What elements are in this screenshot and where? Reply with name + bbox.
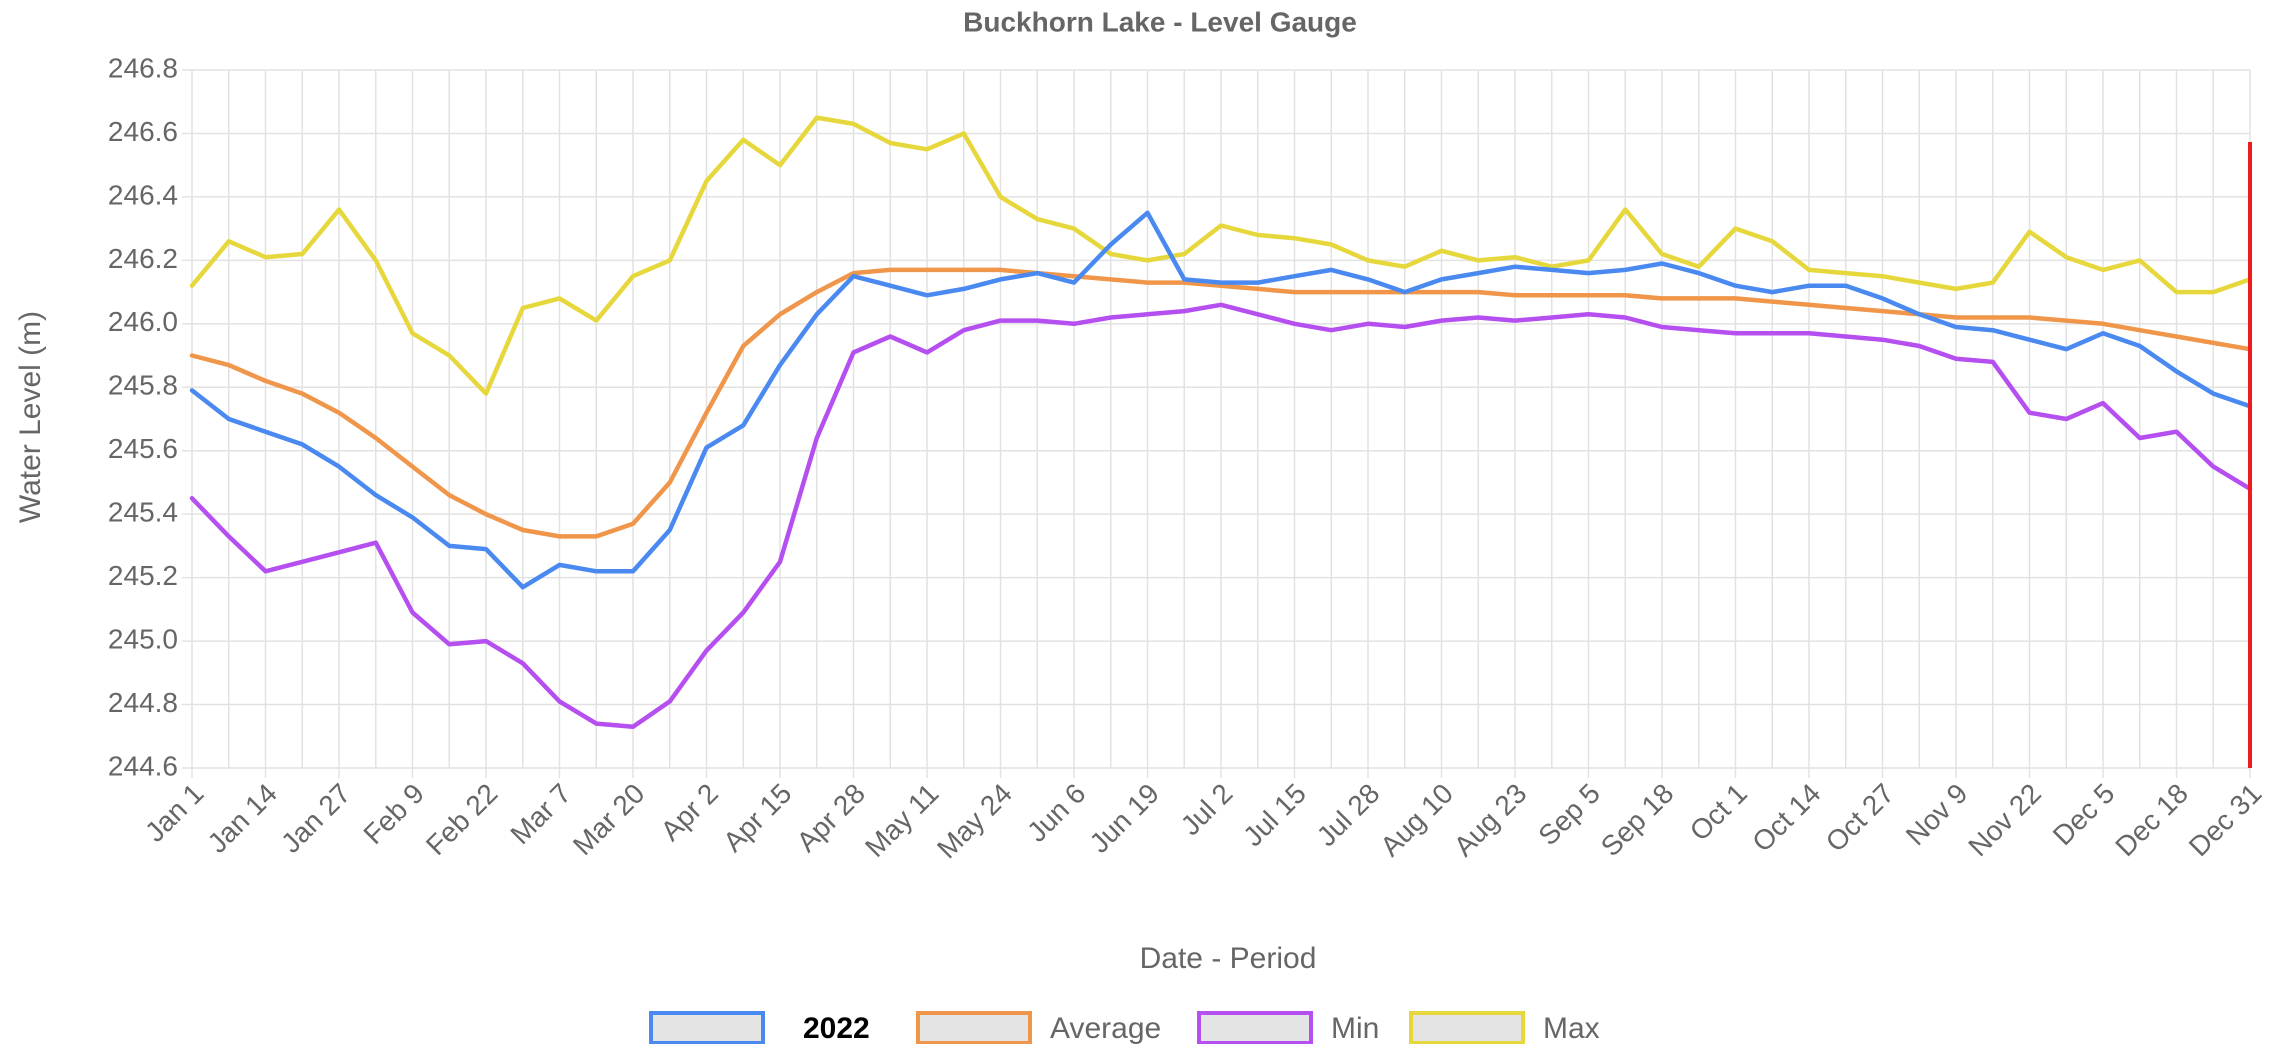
- series-line: [189, 267, 2253, 539]
- series-line: [189, 210, 2253, 590]
- x-tick-label: Jan 27: [275, 778, 356, 859]
- x-tick-label: Aug 10: [1374, 778, 1459, 863]
- y-tick-label: 246.6: [108, 116, 178, 147]
- x-tick-label: Jan 1: [139, 778, 209, 848]
- legend-label[interactable]: Average: [1050, 1012, 1161, 1044]
- x-tick-label: Apr 2: [655, 778, 724, 847]
- x-axis-label: Date - Period: [1140, 942, 1317, 975]
- y-tick-label: 245.8: [108, 370, 178, 401]
- legend-label[interactable]: Max: [1543, 1012, 1600, 1044]
- x-tick-label: Oct 14: [1746, 778, 1826, 858]
- x-tick-label: Aug 23: [1448, 778, 1533, 863]
- y-tick-label: 245.6: [108, 433, 178, 464]
- x-tick-label: Jul 2: [1175, 778, 1239, 842]
- y-tick-label: 244.6: [108, 750, 178, 781]
- y-axis-label: Water Level (m): [14, 311, 47, 523]
- x-tick-label: Dec 18: [2109, 778, 2194, 863]
- legend-swatch: [1197, 1011, 1313, 1044]
- x-tick-label: Mar 20: [567, 778, 651, 862]
- legend-swatch: [1409, 1011, 1525, 1044]
- x-tick-label: Jul 15: [1237, 778, 1312, 853]
- legend-label[interactable]: 2022: [803, 1012, 870, 1044]
- x-tick-label: Feb 22: [420, 778, 504, 862]
- x-tick-label: Sep 18: [1595, 778, 1680, 863]
- chart-title: Buckhorn Lake - Level Gauge: [963, 6, 1357, 37]
- x-tick-label: Jan 14: [202, 778, 283, 859]
- y-tick-label: 244.8: [108, 687, 178, 718]
- x-tick-label: Apr 28: [791, 778, 871, 858]
- legend: 2022 Average Min Max: [649, 1011, 1600, 1044]
- y-tick-label: 245.2: [108, 560, 178, 591]
- series-line: [189, 115, 2253, 396]
- y-tick-label: 246.8: [108, 52, 178, 83]
- x-tick-label: Nov 22: [1962, 778, 2047, 863]
- y-tick-label: 246.4: [108, 179, 178, 210]
- x-tick-label: Dec 31: [2183, 778, 2268, 863]
- x-tick-label: Oct 27: [1820, 778, 1900, 858]
- series-line: [189, 302, 2253, 730]
- x-tick-label: Oct 1: [1684, 778, 1753, 847]
- x-tick-label: May 11: [859, 778, 944, 863]
- y-tick-label: 246.2: [108, 243, 178, 274]
- legend-swatch: [649, 1011, 765, 1044]
- legend-label[interactable]: Min: [1331, 1012, 1379, 1044]
- y-tick-label: 246.0: [108, 306, 178, 337]
- x-tick-label: Apr 15: [717, 778, 797, 858]
- legend-swatch: [916, 1011, 1032, 1044]
- y-tick-label: 245.4: [108, 497, 178, 528]
- y-tick-label: 245.0: [108, 623, 178, 654]
- grid: 244.6 244.8 245.0 245.2 245.4 245.6 245.8 246.0…: [108, 52, 2268, 864]
- plot-area: [189, 115, 2253, 768]
- x-tick-label: Jun 19: [1084, 778, 1165, 859]
- x-tick-label: Jun 6: [1021, 778, 1091, 848]
- x-tick-label: May 24: [931, 778, 1018, 865]
